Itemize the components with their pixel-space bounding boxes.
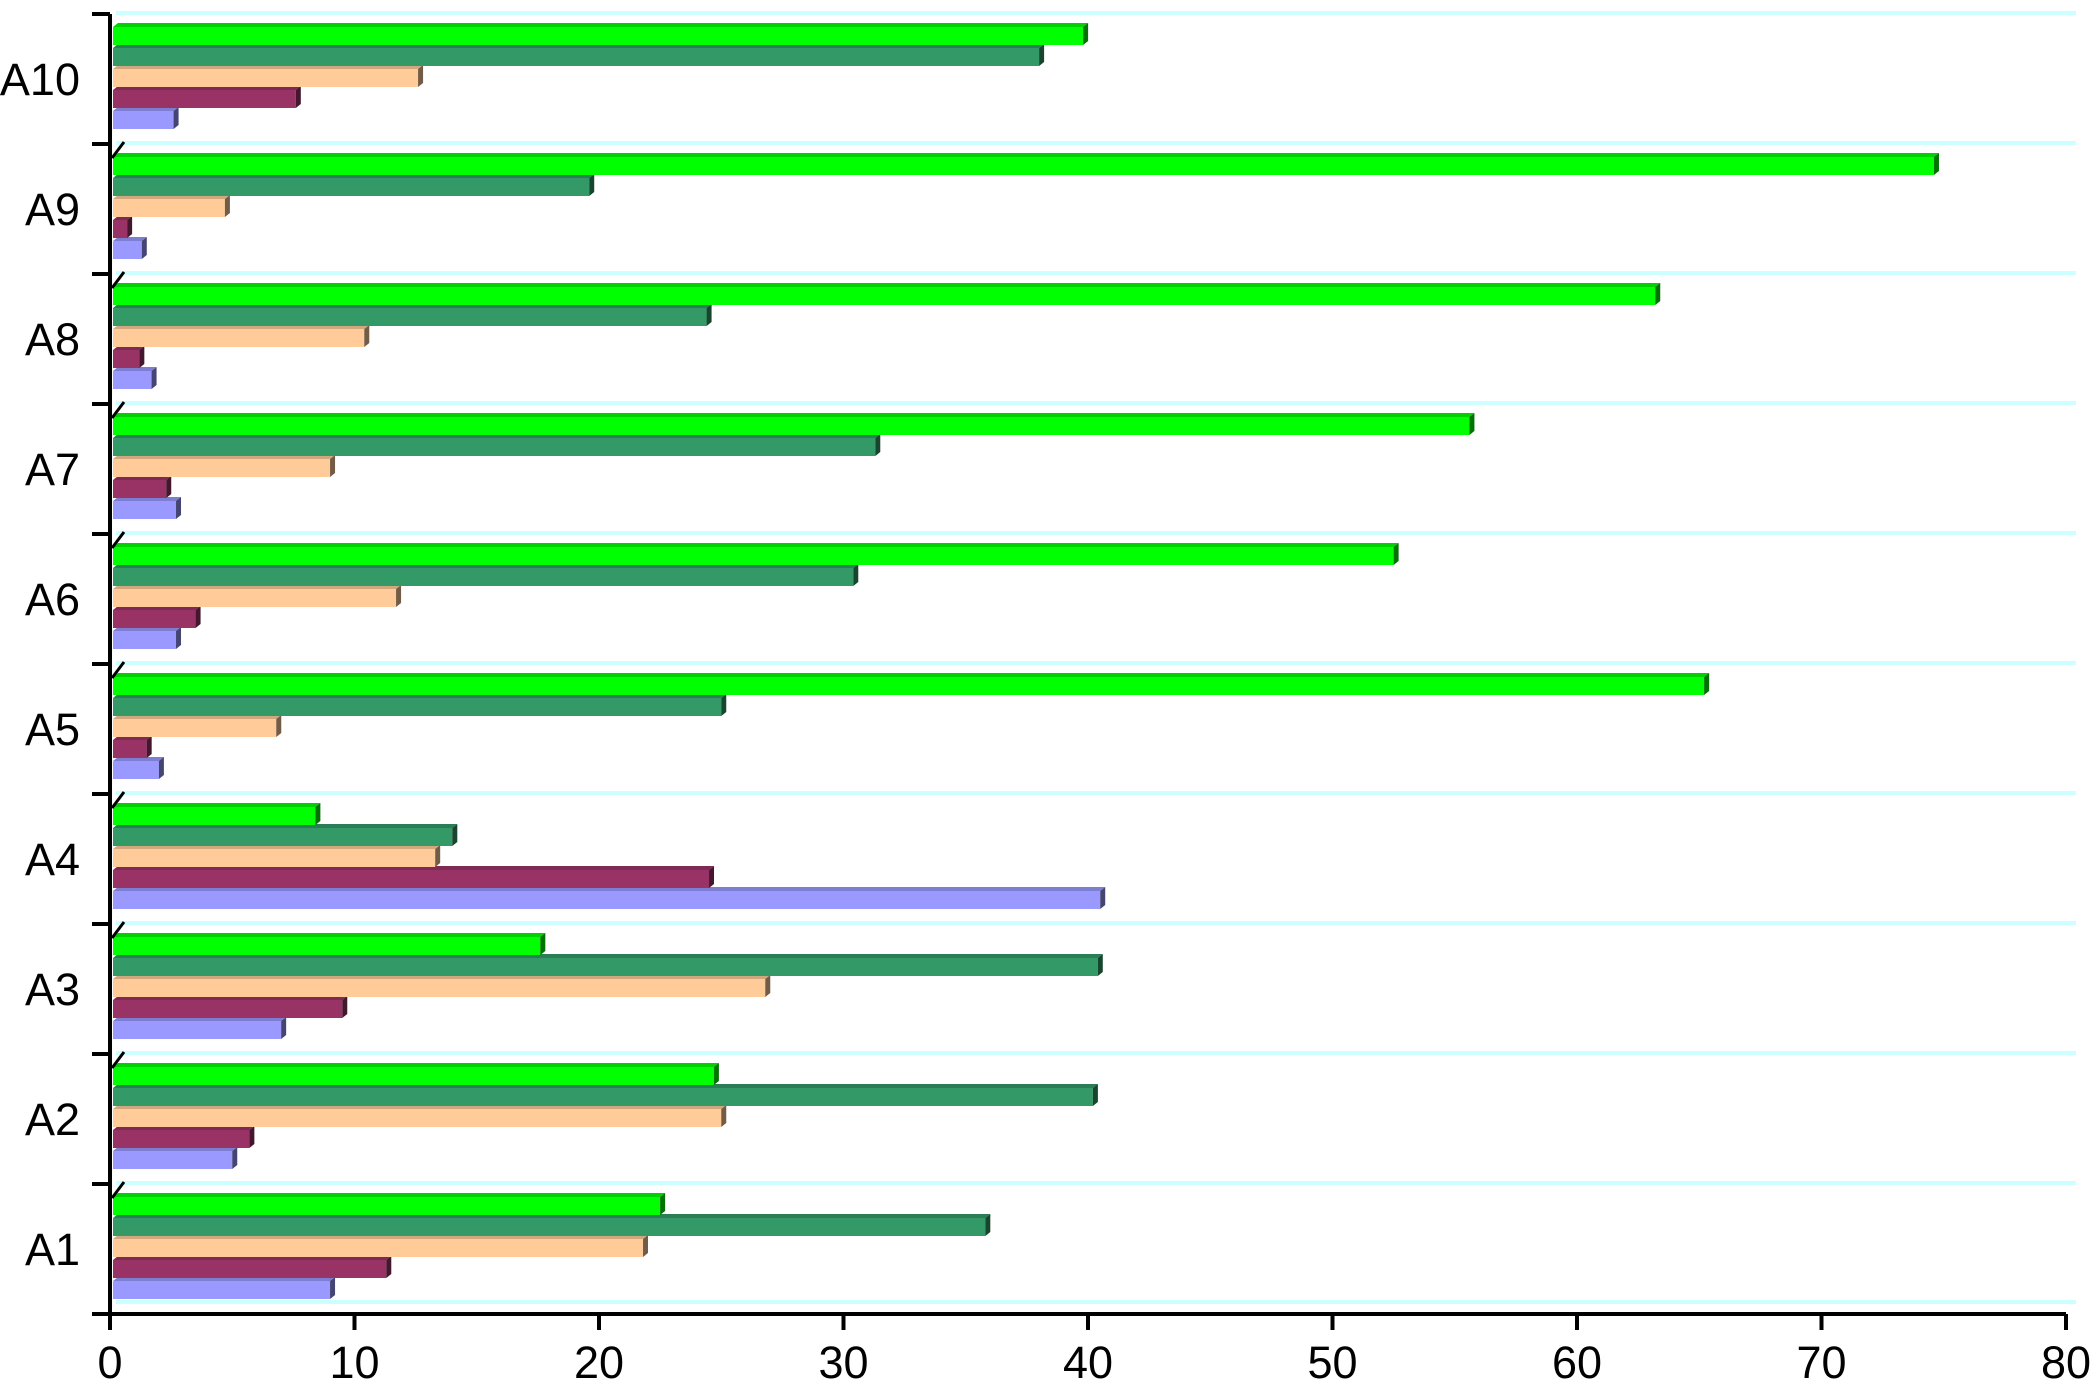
y-axis-ticks: A1 A2 A3 A4 A5 A6 A7 A8 A9 A10: [0, 12, 126, 1316]
x-tick-label: 40: [1063, 1337, 1113, 1388]
bar: [113, 216, 133, 238]
bar: [113, 367, 157, 389]
bar: [113, 86, 301, 108]
bar: [113, 237, 147, 259]
x-tick-label: 70: [1796, 1337, 1846, 1388]
bar: [113, 1193, 666, 1215]
bar: [113, 803, 321, 825]
bar: [113, 174, 595, 196]
depth-tick: [110, 1051, 126, 1069]
bar: [113, 543, 1399, 565]
bar: [113, 455, 336, 477]
bar: [113, 736, 152, 758]
bar: [113, 757, 164, 779]
y-tick-label: A3: [25, 964, 80, 1015]
bar: [113, 1214, 991, 1236]
bar: [113, 346, 145, 368]
depth-tick: [110, 791, 126, 809]
x-tick-label: 60: [1552, 1337, 1602, 1388]
y-tick-label: A5: [25, 704, 80, 755]
bar: [113, 866, 715, 888]
bar: [113, 824, 458, 846]
bar: [113, 673, 1710, 695]
y-tick-label: A1: [25, 1224, 80, 1275]
bar: [113, 1017, 287, 1039]
bar: [113, 715, 282, 737]
x-axis-ticks: 0 10 20 30 40 50 60 70 80: [97, 1314, 2091, 1388]
bar: [113, 606, 201, 628]
x-tick-label: 30: [818, 1337, 868, 1388]
bar: [113, 23, 1089, 45]
bar: [113, 1063, 719, 1085]
depth-tick: [110, 141, 126, 159]
bars: [113, 23, 1939, 1299]
bar: [113, 564, 859, 586]
bar: [113, 107, 179, 129]
bar: [113, 65, 424, 87]
y-tick-label: A10: [0, 54, 80, 105]
bar: [113, 1126, 255, 1148]
depth-tick: [110, 921, 126, 939]
bar: [113, 887, 1106, 909]
bar: [113, 585, 402, 607]
bar: [113, 845, 441, 867]
depth-tick: [110, 531, 126, 549]
bar: [113, 975, 771, 997]
bar: [113, 1235, 649, 1257]
x-tick-label: 80: [2041, 1337, 2091, 1388]
y-tick-label: A6: [25, 574, 80, 625]
bar: [113, 1256, 392, 1278]
bar: [113, 195, 230, 217]
x-tick-label: 50: [1307, 1337, 1357, 1388]
bar: [113, 476, 172, 498]
y-tick-label: A9: [25, 184, 80, 235]
x-tick-label: 0: [97, 1337, 122, 1388]
y-tick-label: A4: [25, 834, 80, 885]
bar: [113, 283, 1661, 305]
y-tick-label: A2: [25, 1094, 80, 1145]
x-tick-label: 20: [574, 1337, 624, 1388]
bar: [113, 1277, 336, 1299]
y-tick-label: A7: [25, 444, 80, 495]
bar: [113, 434, 881, 456]
bar: [113, 1147, 238, 1169]
gridlines: [116, 11, 2076, 1304]
bar: [113, 325, 370, 347]
bar: [113, 996, 348, 1018]
bar: [113, 1105, 727, 1127]
bar: [113, 497, 182, 519]
bar: [113, 627, 182, 649]
depth-tick: [110, 401, 126, 419]
y-tick-label: A8: [25, 314, 80, 365]
bar: [113, 44, 1045, 66]
bar: [113, 694, 727, 716]
bar: [113, 413, 1475, 435]
bar: [113, 304, 712, 326]
depth-tick: [110, 661, 126, 679]
depth-tick: [110, 1181, 126, 1199]
x-tick-label: 10: [329, 1337, 379, 1388]
bar: [113, 954, 1103, 976]
bar: [113, 933, 546, 955]
bar: [113, 153, 1939, 175]
bar: [113, 1084, 1098, 1106]
depth-tick: [110, 271, 126, 289]
